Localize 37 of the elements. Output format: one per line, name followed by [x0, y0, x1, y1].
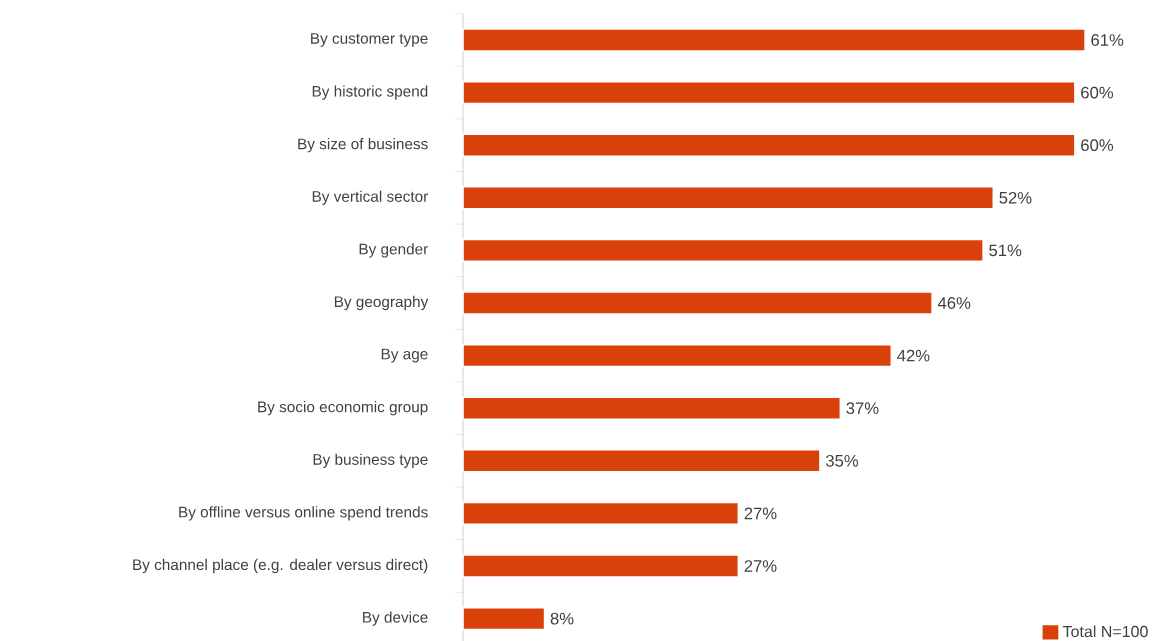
bar: [462, 133, 1076, 157]
data-label: 51%: [989, 244, 1022, 257]
bar: [462, 28, 1086, 52]
y-tick-label: By channel place (e.g. dealer versus direct): [133, 558, 428, 574]
bar: [462, 291, 933, 315]
bar: [462, 343, 893, 368]
bar: [462, 238, 984, 263]
bar: [462, 186, 995, 210]
y-tick-label: By age: [381, 348, 428, 363]
y-tick-label: By vertical sector: [312, 190, 429, 205]
bar: [462, 606, 546, 631]
y-tick-label: By customer type: [311, 33, 428, 47]
legend-label: Total N=100: [1062, 625, 1148, 638]
bar: [462, 449, 821, 473]
data-label: 52%: [999, 191, 1032, 204]
bar: [462, 501, 740, 526]
data-label: 42%: [897, 349, 930, 362]
y-tick-label: By socio economic group: [258, 401, 428, 416]
data-label: 27%: [744, 507, 777, 520]
bar: [462, 554, 740, 578]
bar: [462, 80, 1076, 105]
data-label: 35%: [825, 454, 859, 467]
data-label: 60%: [1081, 86, 1114, 99]
data-label: 37%: [846, 402, 879, 415]
data-label: 46%: [937, 297, 971, 309]
y-tick-label: By size of business: [298, 138, 428, 153]
y-tick-label: By business type: [313, 453, 428, 468]
y-tick-label: By offline versus online spend trends: [179, 506, 428, 521]
data-label: 27%: [744, 560, 777, 572]
y-tick-label: By geography: [334, 295, 429, 311]
data-label: 61%: [1091, 34, 1124, 46]
data-label: 8%: [550, 612, 574, 625]
data-label: 60%: [1081, 139, 1114, 152]
y-tick-label: By device: [363, 611, 428, 626]
y-tick-label: By gender: [359, 243, 429, 258]
y-tick-label: By historic spend: [312, 85, 428, 100]
bar: [462, 396, 842, 420]
